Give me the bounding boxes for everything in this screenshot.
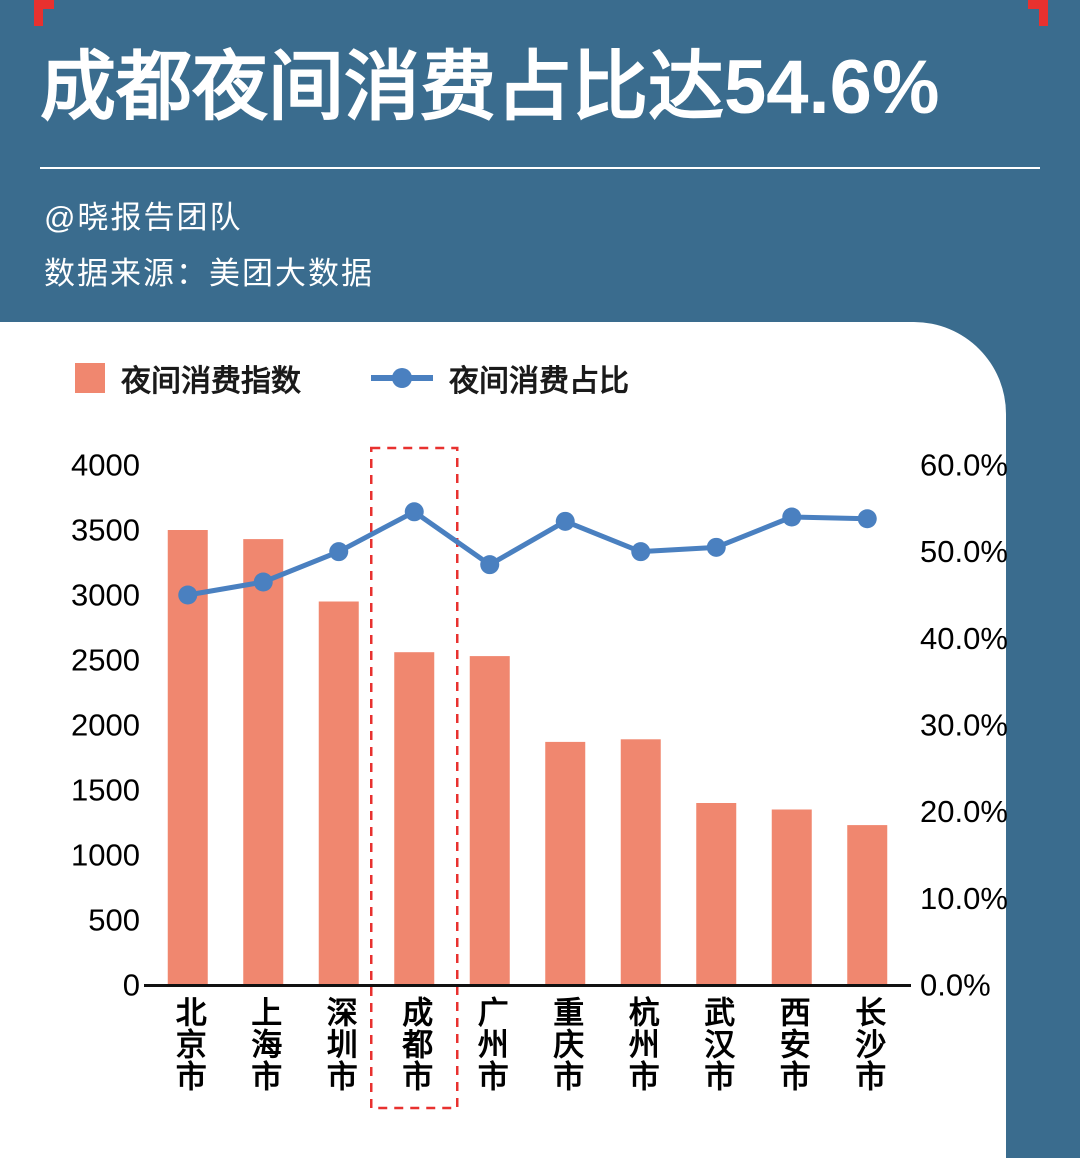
legend-item-bar-series: 夜间消费指数 (75, 356, 301, 400)
line-marker-icon (392, 368, 412, 388)
line-swatch-icon (371, 368, 433, 388)
page-title: 成都夜间消费占比达54.6% (40, 45, 940, 130)
chart-card (0, 322, 1006, 1158)
corner-bracket-left-icon (34, 0, 54, 26)
legend-item-line-series: 夜间消费占比 (371, 356, 629, 400)
legend-label-bar: 夜间消费指数 (121, 365, 301, 398)
byline: @晓报告团队 (44, 200, 243, 235)
corner-bracket-right-icon (1028, 0, 1048, 26)
chart-legend: 夜间消费指数 夜间消费占比 (75, 356, 629, 400)
legend-label-line: 夜间消费占比 (449, 365, 629, 398)
data-source: 数据来源：美团大数据 (44, 256, 374, 291)
title-divider (40, 167, 1040, 169)
bar-swatch-icon (75, 363, 105, 393)
